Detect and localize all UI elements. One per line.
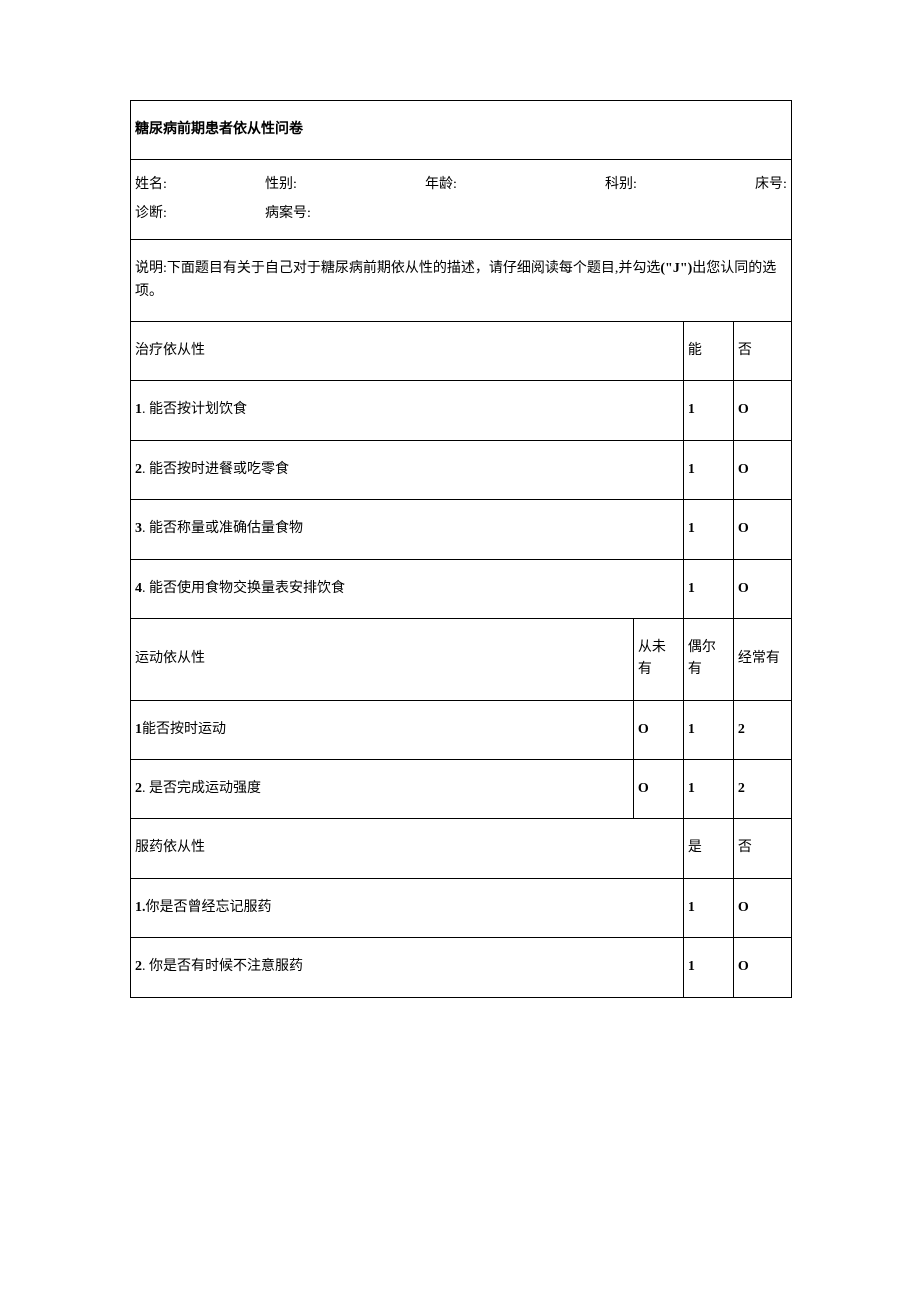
q-num: 4 <box>135 581 142 596</box>
q-text: . 是否完成运动强度 <box>142 781 261 796</box>
section2-q2: 2. 是否完成运动强度 <box>131 760 634 819</box>
section2-q1-often[interactable]: 2 <box>733 700 791 759</box>
section1-q1: 1. 能否按计划饮食 <box>131 381 684 440</box>
section2-q2-sometimes[interactable]: 1 <box>683 760 733 819</box>
section2-col-often: 经常有 <box>733 618 791 700</box>
section3-q2-yes[interactable]: 1 <box>683 938 733 997</box>
section2-header: 运动依从性 <box>131 618 634 700</box>
section2-q2-never[interactable]: O <box>633 760 683 819</box>
q-text: 能否按时运动 <box>142 722 226 737</box>
q-num: 2 <box>135 959 142 974</box>
section1-q3-yes[interactable]: 1 <box>683 500 733 559</box>
questionnaire-table: 糖尿病前期患者依从性问卷 姓名: 性别: 年龄: 科别: 床号: 诊断: 病案号… <box>130 100 792 998</box>
q-text: . 能否按计划饮食 <box>142 402 247 417</box>
section2-q1: 1能否按时运动 <box>131 700 634 759</box>
section3-q1-yes[interactable]: 1 <box>683 878 733 937</box>
section3-q1-no[interactable]: O <box>733 878 791 937</box>
section3-q1: 1.你是否曾经忘记服药 <box>131 878 684 937</box>
section1-col-no: 否 <box>733 321 791 380</box>
q-num: 3 <box>135 521 142 536</box>
section1-q4: 4. 能否使用食物交换量表安排饮食 <box>131 559 684 618</box>
q-text: . 能否称量或准确估量食物 <box>142 521 303 536</box>
patient-info-cell: 姓名: 性别: 年龄: 科别: 床号: 诊断: 病案号: <box>131 160 792 240</box>
section2-col-sometimes: 偶尔有 <box>683 618 733 700</box>
section1-col-yes: 能 <box>683 321 733 380</box>
q-num: 1. <box>135 900 146 915</box>
questionnaire-title: 糖尿病前期患者依从性问卷 <box>131 101 792 160</box>
case-label: 病案号: <box>265 203 787 225</box>
section3-q2-no[interactable]: O <box>733 938 791 997</box>
name-label: 姓名: <box>135 174 265 196</box>
section2-q2-often[interactable]: 2 <box>733 760 791 819</box>
section2-q1-sometimes[interactable]: 1 <box>683 700 733 759</box>
bed-label: 床号: <box>755 174 787 196</box>
section1-q4-no[interactable]: O <box>733 559 791 618</box>
section1-q4-yes[interactable]: 1 <box>683 559 733 618</box>
q-text: . 能否按时进餐或吃零食 <box>142 462 289 477</box>
instruction-prefix: 说明:下面题目有关于自己对于糖尿病前期依从性的描述，请仔细阅读每个题目,并勾选 <box>135 261 660 276</box>
section1-q2-no[interactable]: O <box>733 440 791 499</box>
section1-q1-no[interactable]: O <box>733 381 791 440</box>
age-label: 年龄: <box>425 174 605 196</box>
q-text: . 能否使用食物交换量表安排饮食 <box>142 581 345 596</box>
section1-q1-yes[interactable]: 1 <box>683 381 733 440</box>
section3-header: 服药依从性 <box>131 819 684 878</box>
diagnosis-label: 诊断: <box>135 203 265 225</box>
instruction-cell: 说明:下面题目有关于自己对于糖尿病前期依从性的描述，请仔细阅读每个题目,并勾选(… <box>131 240 792 322</box>
section3-q2: 2. 你是否有时候不注意服药 <box>131 938 684 997</box>
section1-q3: 3. 能否称量或准确估量食物 <box>131 500 684 559</box>
title-text: 糖尿病前期患者依从性问卷 <box>135 122 303 137</box>
section1-q3-no[interactable]: O <box>733 500 791 559</box>
q-num: 1 <box>135 722 142 737</box>
dept-label: 科别: <box>605 174 755 196</box>
q-text: 你是否曾经忘记服药 <box>146 900 272 915</box>
gender-label: 性别: <box>265 174 425 196</box>
section1-q2: 2. 能否按时进餐或吃零食 <box>131 440 684 499</box>
section3-col-yes: 是 <box>683 819 733 878</box>
section1-header: 治疗依从性 <box>131 321 684 380</box>
section2-q1-never[interactable]: O <box>633 700 683 759</box>
section2-col-never: 从未有 <box>633 618 683 700</box>
q-num: 2 <box>135 462 142 477</box>
instruction-bold: ("J") <box>660 261 692 276</box>
q-num: 2 <box>135 781 142 796</box>
section1-q2-yes[interactable]: 1 <box>683 440 733 499</box>
q-num: 1 <box>135 402 142 417</box>
q-text: . 你是否有时候不注意服药 <box>142 959 303 974</box>
section3-col-no: 否 <box>733 819 791 878</box>
